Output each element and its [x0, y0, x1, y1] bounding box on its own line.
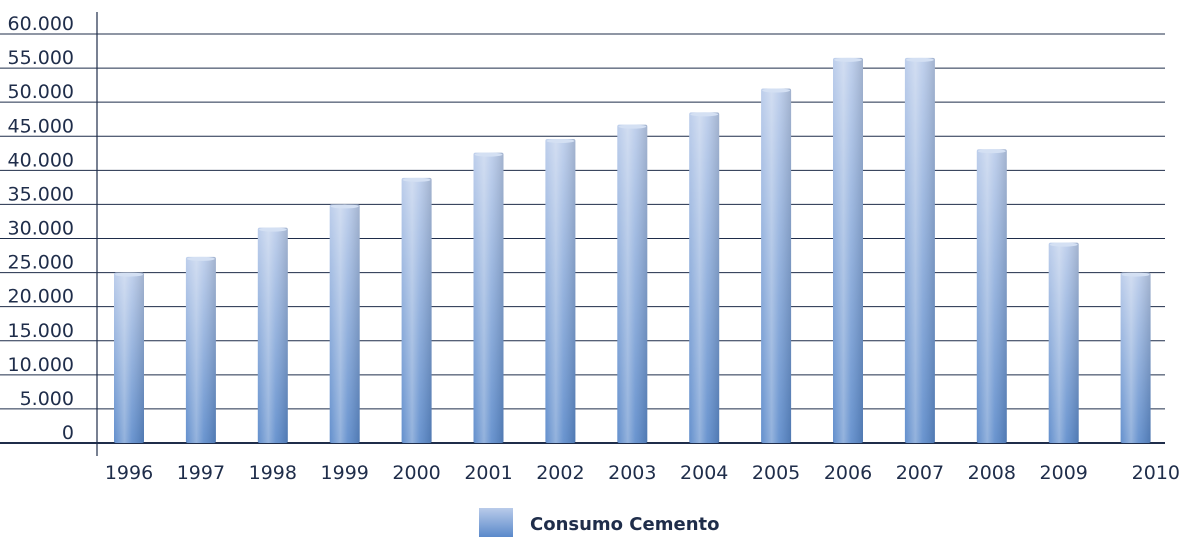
x-tick-label: 2006 [824, 462, 872, 484]
y-tick-label: 15.000 [8, 320, 74, 342]
bar-shine [1048, 242, 1079, 443]
bar-2002 [545, 138, 576, 443]
x-tick-labels: 1996 1997 1998 1999 2000 2001 2002 2003 2004 2005… [105, 462, 1180, 484]
bar-cap [834, 57, 862, 62]
bar-cap [402, 177, 431, 182]
y-tick-label: 60.000 [8, 13, 74, 35]
bar-shine [401, 177, 432, 443]
y-tick-label: 30.000 [8, 218, 74, 240]
bar-cap [258, 227, 287, 232]
x-tick-label: 2005 [752, 462, 800, 484]
x-tick-label: 2002 [536, 462, 584, 484]
x-tick-label: 1997 [177, 462, 225, 484]
legend-label: Consumo Cemento [530, 514, 719, 535]
bar-2007 [904, 57, 935, 443]
bar-shine [833, 57, 863, 443]
x-tick-label: 2003 [608, 462, 656, 484]
bar-shine [976, 149, 1007, 443]
x-tick-label: 1998 [249, 462, 297, 484]
x-tick-label: 1996 [105, 462, 153, 484]
bar-shine [617, 124, 648, 443]
x-tick-label: 2000 [392, 462, 440, 484]
bar-cap [1121, 272, 1150, 277]
bar-1999 [329, 204, 360, 443]
legend: Consumo Cemento [479, 508, 719, 537]
y-tick-label: 10.000 [8, 354, 74, 376]
y-tick-label: 45.000 [8, 115, 74, 137]
bar-cap [330, 204, 359, 209]
y-tick-label: 25.000 [8, 252, 74, 274]
legend-swatch [479, 508, 513, 537]
y-tick-labels: 0 5.000 10.000 15.000 20.000 25.000 30.000 35.0… [8, 13, 74, 444]
bar-cap [474, 152, 503, 157]
x-tick-label: 2010 [1132, 462, 1180, 484]
bar-2009 [1048, 242, 1079, 443]
bar-shine [904, 57, 935, 443]
y-tick-label: 35.000 [8, 183, 74, 205]
bar-2006 [833, 57, 863, 443]
y-tick-label: 55.000 [8, 47, 74, 69]
bar-shine [1120, 272, 1151, 443]
x-tick-label: 2004 [680, 462, 728, 484]
x-tick-label: 2001 [464, 462, 512, 484]
bar-cap [546, 138, 575, 143]
bar-cap [618, 124, 647, 129]
bar-shine [185, 256, 216, 443]
x-tick-label: 2007 [896, 462, 944, 484]
y-tick-label: 5.000 [20, 388, 74, 410]
y-tick-label: 0 [62, 422, 74, 444]
x-tick-label: 2008 [968, 462, 1016, 484]
bar-2003 [617, 124, 648, 443]
bar-shine [761, 88, 792, 444]
bar-cap [977, 149, 1006, 154]
bar-2005 [761, 88, 792, 444]
bar-shine [257, 227, 288, 443]
bar-2001 [473, 152, 504, 444]
bars [114, 57, 1151, 444]
y-tick-label: 40.000 [8, 149, 74, 171]
bar-2004 [689, 112, 720, 444]
bar-shine [689, 112, 720, 444]
bar-2010 [1120, 272, 1151, 443]
x-tick-label: 1999 [321, 462, 369, 484]
bar-1998 [257, 227, 288, 443]
bar-cap [905, 57, 934, 62]
bar-shine [473, 152, 504, 444]
bar-2000 [401, 177, 432, 443]
bar-2008 [976, 149, 1007, 443]
bar-cap [115, 272, 143, 277]
x-tick-label: 2009 [1040, 462, 1088, 484]
y-tick-label: 20.000 [8, 286, 74, 308]
bar-shine [545, 138, 576, 443]
y-tick-label: 50.000 [8, 81, 74, 103]
bar-shine [114, 272, 144, 443]
bar-1997 [185, 256, 216, 443]
bar-cap [762, 88, 791, 93]
bar-cap [1049, 242, 1078, 247]
bar-shine [329, 204, 360, 443]
bar-cap [690, 112, 719, 117]
bar-cap [186, 256, 215, 261]
bar-1996 [114, 272, 144, 443]
